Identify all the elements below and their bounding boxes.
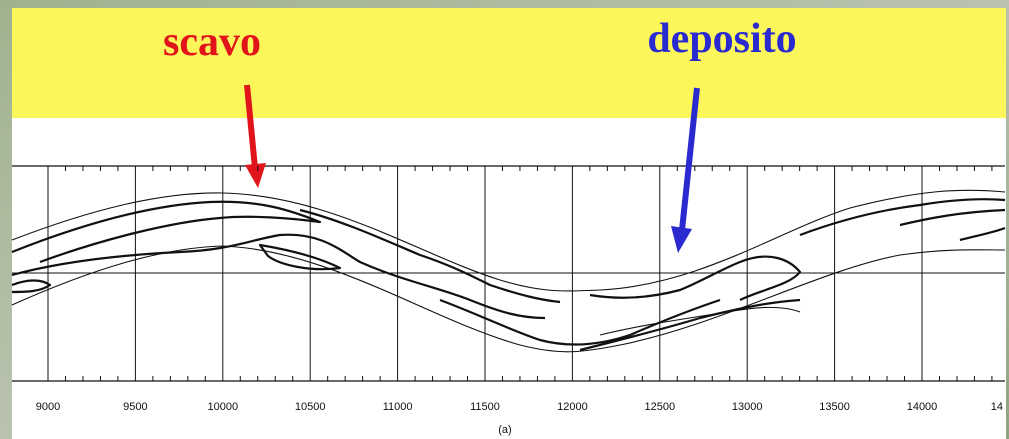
x-tick-label: 11000 xyxy=(383,401,413,413)
x-tick-label: 9500 xyxy=(123,401,147,413)
x-tick-label: 11500 xyxy=(470,401,500,413)
x-tick-label: 10000 xyxy=(208,401,239,413)
x-tick-label: 13000 xyxy=(732,401,763,413)
x-tick-label: 13500 xyxy=(819,401,850,413)
x-tick-label: 12000 xyxy=(557,401,588,413)
title-band xyxy=(12,8,1006,118)
x-tick-label: 10500 xyxy=(295,401,326,413)
x-tick-label: 14 xyxy=(991,401,1003,413)
x-tick-label: 12500 xyxy=(645,401,676,413)
x-tick-label: 9000 xyxy=(36,401,60,413)
annotation-deposito: deposito xyxy=(647,16,796,62)
annotation-scavo: scavo xyxy=(163,19,261,65)
x-tick-label: 14000 xyxy=(907,401,938,413)
caption: (a) xyxy=(498,424,511,436)
figure: scavo deposito (a) 9000 9500 10000 10500 110… xyxy=(0,0,1009,439)
